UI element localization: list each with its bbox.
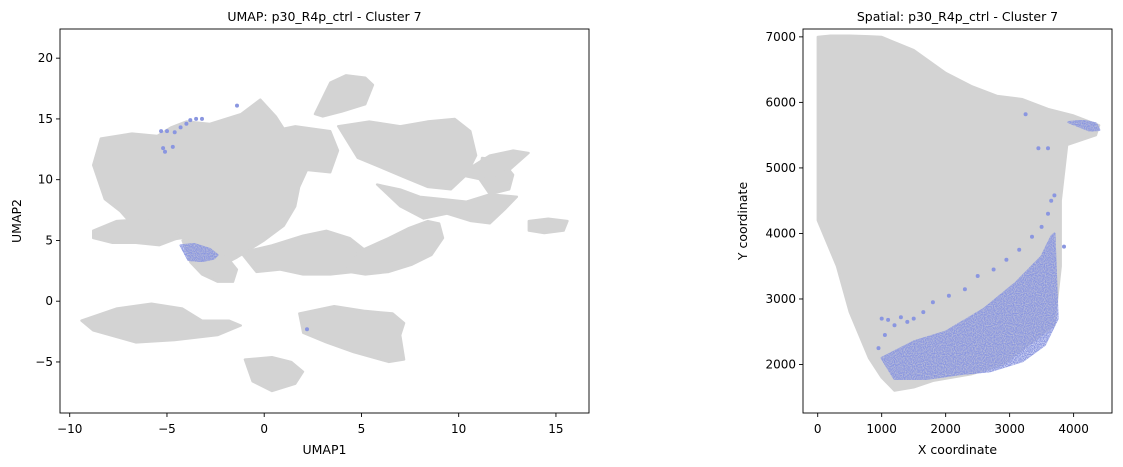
spatial-y-tick-label: 5000 (765, 161, 796, 175)
umap-x-tick-label: −5 (158, 422, 176, 436)
spatial-x-axis: 0 1000 2000 3000 4000 (814, 413, 1089, 436)
umap-background-region-3 (313, 74, 375, 118)
spatial-y-tick-label: 6000 (765, 95, 796, 109)
spatial-cluster-point (975, 274, 980, 278)
umap-x-tick-label: 5 (358, 422, 366, 436)
spatial-cluster-point (898, 315, 903, 320)
umap-cluster-point (178, 125, 183, 130)
umap-cluster-point (305, 327, 309, 332)
spatial-cluster-point (921, 310, 926, 315)
spatial-cluster-point (905, 319, 910, 324)
spatial-cluster-point (1017, 247, 1022, 252)
umap-x-tick-label: 0 (260, 422, 268, 436)
spatial-x-tick-label: 0 (814, 422, 822, 436)
umap-cluster-point (200, 116, 204, 121)
spatial-x-tick-label: 2000 (930, 422, 961, 436)
umap-x-tick-label: 15 (548, 422, 563, 436)
umap-x-axis-label: UMAP1 (303, 442, 347, 457)
spatial-axes-frame (802, 28, 1113, 414)
spatial-cluster-point (1062, 244, 1066, 249)
umap-cluster-point (194, 116, 199, 121)
umap-background-region-13 (243, 356, 305, 393)
spatial-cluster-point (1049, 198, 1054, 203)
spatial-cluster-point (879, 316, 884, 321)
umap-panel: UMAP: p30_R4p_ctrl - Cluster 7 −10 −5 0 5 10… (9, 9, 590, 457)
umap-background-region-11 (80, 302, 242, 344)
spatial-title: Spatial: p30_R4p_ctrl - Cluster 7 (857, 9, 1058, 24)
umap-cluster-point (188, 118, 193, 123)
umap-cluster-point (235, 103, 239, 108)
spatial-cluster-point (1046, 146, 1050, 151)
umap-background-region-9 (527, 217, 569, 235)
spatial-cluster-point (1023, 112, 1028, 117)
umap-y-axis-label: UMAP2 (9, 199, 24, 243)
spatial-cluster-point (1039, 224, 1044, 229)
umap-plot-area (80, 74, 569, 393)
umap-y-tick-label: 5 (45, 233, 53, 247)
umap-cluster-point (165, 129, 169, 134)
umap-y-tick-label: 10 (38, 173, 53, 187)
umap-title: UMAP: p30_R4p_ctrl - Cluster 7 (227, 9, 421, 24)
umap-y-tick-label: 15 (38, 112, 53, 126)
umap-cluster-point (161, 146, 166, 151)
spatial-cluster-region-1 (1067, 119, 1101, 132)
umap-y-axis: −5 0 5 10 15 20 (35, 51, 60, 369)
umap-y-tick-label: −5 (35, 355, 53, 369)
spatial-y-axis: 2000 3000 4000 5000 6000 7000 (765, 30, 803, 372)
umap-y-tick-label: 0 (45, 294, 53, 308)
umap-background-region-1 (91, 217, 180, 247)
spatial-y-tick-label: 7000 (765, 30, 796, 44)
umap-background-cells (80, 74, 569, 393)
spatial-cluster-point (946, 293, 951, 298)
spatial-cluster-region-0 (880, 232, 1059, 380)
spatial-cluster-point (876, 346, 881, 351)
umap-background-region-8 (340, 219, 445, 276)
spatial-cluster-point (1030, 234, 1034, 239)
umap-axes-frame (59, 28, 590, 414)
umap-cluster-point (159, 129, 164, 134)
spatial-cluster-cells (876, 112, 1101, 380)
umap-y-tick-label: 20 (38, 51, 53, 65)
umap-cluster-point (170, 144, 175, 149)
spatial-x-axis-label: X coordinate (918, 442, 998, 457)
umap-cluster-point (163, 149, 167, 154)
umap-cluster-region-0 (179, 243, 219, 263)
umap-background-region-4 (337, 117, 478, 191)
spatial-cluster-point (962, 287, 967, 292)
umap-background-region-10 (457, 149, 530, 181)
spatial-cluster-point (991, 267, 996, 272)
spatial-cluster-point (930, 300, 935, 305)
umap-background-region-5 (375, 183, 519, 225)
spatial-cluster-point (1046, 211, 1050, 216)
spatial-plot-area (816, 34, 1101, 392)
spatial-cluster-point (1004, 257, 1009, 262)
umap-cluster-point (172, 130, 177, 135)
spatial-cluster-point (892, 323, 897, 328)
spatial-cluster-point (1052, 193, 1057, 198)
spatial-x-tick-label: 1000 (866, 422, 897, 436)
spatial-cluster-point (1036, 146, 1041, 151)
spatial-x-tick-label: 4000 (1058, 422, 1089, 436)
spatial-panel: Spatial: p30_R4p_ctrl - Cluster 7 0 1000 2… (735, 9, 1113, 457)
spatial-cluster-point (911, 316, 916, 321)
spatial-y-tick-label: 2000 (765, 358, 796, 372)
spatial-y-axis-label: Y coordinate (735, 182, 750, 262)
umap-x-tick-label: 10 (451, 422, 466, 436)
spatial-cluster-point (886, 317, 891, 322)
umap-cluster-cells (159, 103, 309, 332)
umap-x-tick-label: −10 (57, 422, 82, 436)
umap-cluster-point (184, 121, 189, 126)
spatial-y-tick-label: 4000 (765, 226, 796, 240)
spatial-x-tick-label: 3000 (994, 422, 1025, 436)
spatial-cluster-point (882, 333, 887, 337)
umap-background-region-12 (298, 305, 406, 364)
umap-x-axis: −10 −5 0 5 10 15 (57, 413, 564, 436)
spatial-y-tick-label: 3000 (765, 292, 796, 306)
